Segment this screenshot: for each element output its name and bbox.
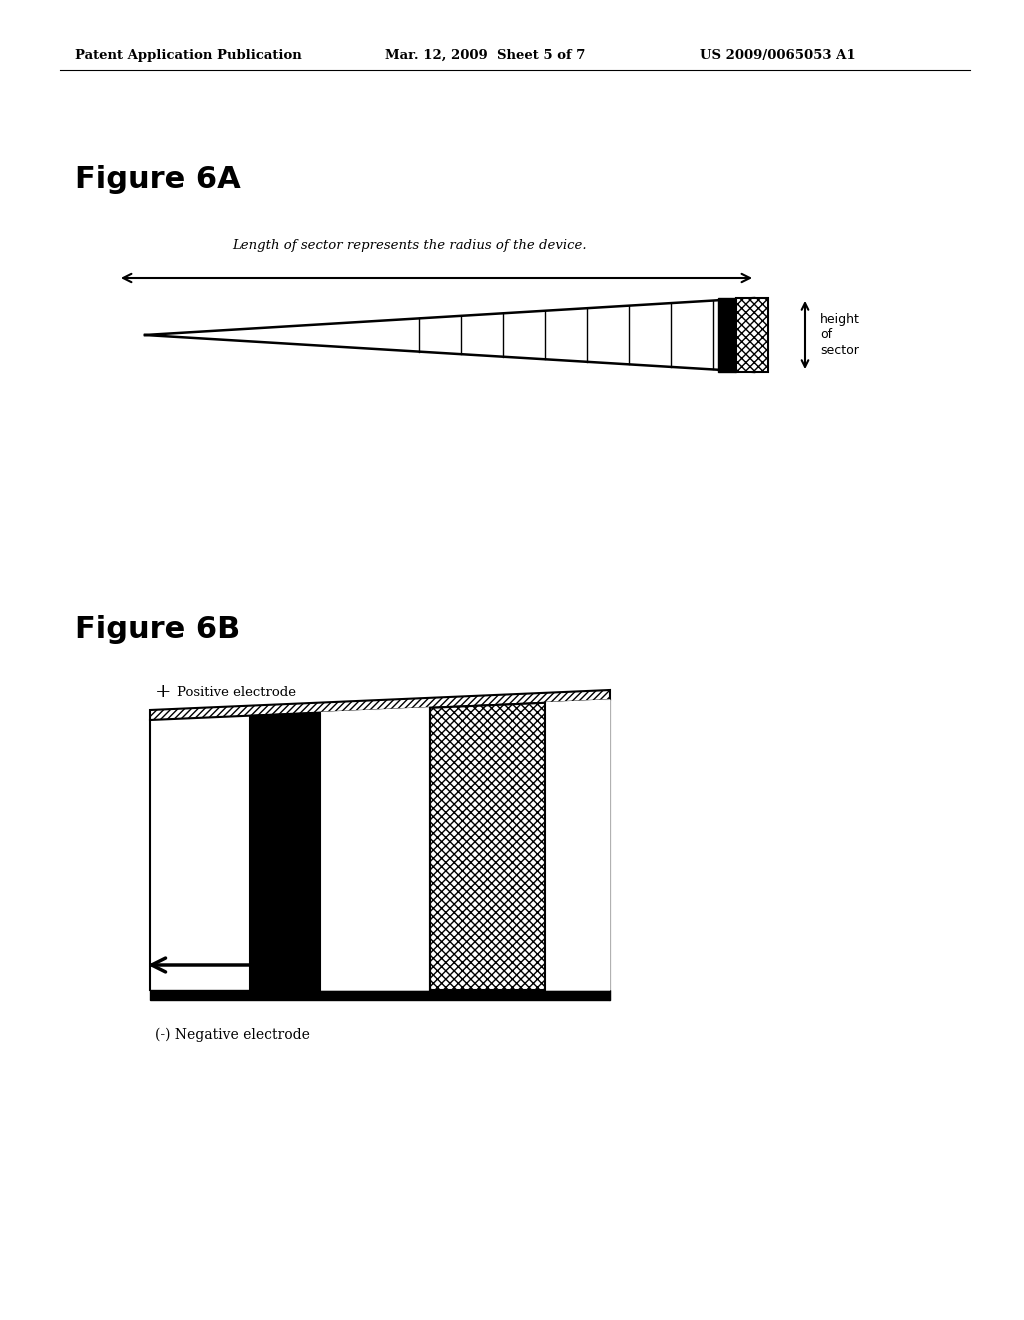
Polygon shape [150, 690, 610, 719]
Text: Mar. 12, 2009  Sheet 5 of 7: Mar. 12, 2009 Sheet 5 of 7 [385, 49, 586, 62]
Polygon shape [736, 298, 768, 372]
Text: (-) Negative electrode: (-) Negative electrode [155, 1028, 310, 1043]
Text: +: + [155, 682, 171, 701]
Text: US 2009/0065053 A1: US 2009/0065053 A1 [700, 49, 856, 62]
Text: Length of sector represents the radius of the device.: Length of sector represents the radius o… [232, 239, 588, 252]
Text: Patent Application Publication: Patent Application Publication [75, 49, 302, 62]
Polygon shape [250, 713, 319, 990]
Polygon shape [430, 702, 545, 990]
Text: Positive electrode: Positive electrode [177, 685, 296, 698]
Text: height
of
sector: height of sector [820, 314, 860, 356]
Polygon shape [545, 700, 610, 990]
Polygon shape [150, 990, 610, 1001]
Text: Figure 6B: Figure 6B [75, 615, 241, 644]
Text: Figure 6A: Figure 6A [75, 165, 241, 194]
Polygon shape [718, 298, 736, 372]
Polygon shape [319, 708, 430, 990]
Polygon shape [145, 298, 755, 372]
